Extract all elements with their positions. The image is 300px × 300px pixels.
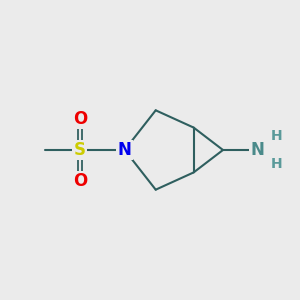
Text: N: N xyxy=(118,141,132,159)
Text: S: S xyxy=(74,141,86,159)
Text: O: O xyxy=(73,172,87,190)
Text: O: O xyxy=(73,110,87,128)
Text: H: H xyxy=(271,128,282,142)
Text: N: N xyxy=(250,141,264,159)
Text: H: H xyxy=(271,158,282,172)
